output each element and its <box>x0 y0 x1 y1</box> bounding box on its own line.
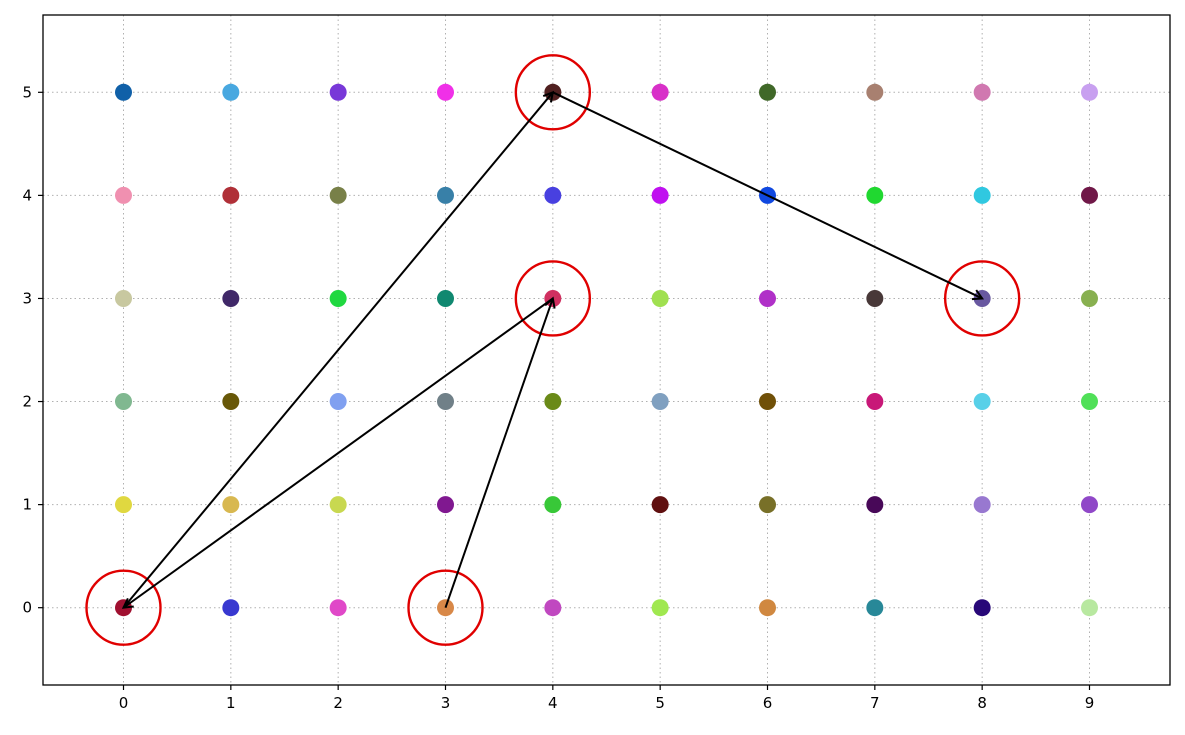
data-point <box>222 599 240 617</box>
data-point <box>866 186 884 204</box>
highlight-rings <box>85 54 1021 646</box>
data-point <box>651 599 669 617</box>
data-point <box>115 496 132 514</box>
grid-lines <box>43 15 1170 685</box>
x-tick-label: 6 <box>763 694 773 712</box>
data-point <box>437 289 454 307</box>
y-tick-label: 3 <box>22 289 32 307</box>
path-arrows <box>124 92 983 607</box>
data-point <box>1081 496 1098 514</box>
data-point <box>973 83 991 101</box>
data-point <box>866 393 884 411</box>
data-point <box>329 599 347 617</box>
data-point <box>1081 186 1098 204</box>
data-point <box>329 289 347 307</box>
y-tick-label: 5 <box>22 83 32 101</box>
x-tick-label: 8 <box>977 694 987 712</box>
data-point <box>115 393 132 411</box>
data-point <box>115 186 132 204</box>
data-point <box>544 496 562 514</box>
data-point <box>222 496 240 514</box>
data-points <box>115 83 1098 617</box>
path-arrow <box>552 91 982 298</box>
data-point <box>544 599 562 617</box>
data-point <box>222 83 240 101</box>
data-point <box>759 599 776 617</box>
x-tick-label: 1 <box>226 694 236 712</box>
data-point <box>866 599 884 617</box>
x-tick-label: 5 <box>655 694 665 712</box>
plot-frame <box>42 14 1171 686</box>
x-tick-label: 2 <box>333 694 343 712</box>
data-point <box>115 83 132 101</box>
data-point <box>759 393 776 411</box>
path-arrow <box>122 92 553 609</box>
highlight-ring <box>85 569 162 646</box>
data-point <box>759 496 776 514</box>
data-point <box>866 83 884 101</box>
highlight-ring <box>407 569 484 646</box>
y-tick-label: 4 <box>22 186 32 204</box>
data-point <box>329 186 347 204</box>
x-tick-label: 3 <box>441 694 451 712</box>
data-point <box>329 496 347 514</box>
data-point <box>222 186 240 204</box>
y-tick-label: 2 <box>22 393 32 411</box>
data-point <box>866 496 884 514</box>
highlight-ring <box>514 260 592 337</box>
data-point <box>544 393 562 411</box>
data-point <box>437 186 454 204</box>
data-point <box>222 289 240 307</box>
data-point <box>651 186 669 204</box>
data-point <box>651 496 669 514</box>
data-point <box>973 496 991 514</box>
data-point <box>973 599 991 617</box>
data-point <box>973 186 991 204</box>
data-point <box>651 393 669 411</box>
data-point <box>544 186 562 204</box>
data-point <box>222 393 240 411</box>
x-tick-label: 4 <box>548 694 558 712</box>
data-point <box>1081 289 1098 307</box>
axis-ticks: 0 1 2 3 4 5 6 7 8 9 0 1 2 3 4 5 <box>22 83 1094 712</box>
highlight-ring <box>943 260 1021 337</box>
data-point <box>329 83 347 101</box>
data-point <box>1081 393 1098 411</box>
data-point <box>1081 599 1098 617</box>
path-arrow <box>444 298 553 609</box>
data-point <box>759 83 776 101</box>
data-point <box>329 393 347 411</box>
data-point <box>437 83 454 101</box>
data-point <box>866 289 884 307</box>
data-point <box>1081 83 1098 101</box>
x-tick-label: 7 <box>870 694 880 712</box>
y-tick-label: 1 <box>22 496 32 514</box>
data-point <box>651 83 669 101</box>
data-point <box>437 393 454 411</box>
path-arrow <box>124 297 554 607</box>
data-point <box>437 496 454 514</box>
data-point <box>651 289 669 307</box>
x-tick-label: 0 <box>119 694 129 712</box>
data-point <box>973 393 991 411</box>
data-point <box>759 289 776 307</box>
highlight-ring <box>514 54 592 131</box>
x-tick-label: 9 <box>1085 694 1095 712</box>
y-tick-label: 0 <box>22 599 32 617</box>
data-point <box>115 289 132 307</box>
